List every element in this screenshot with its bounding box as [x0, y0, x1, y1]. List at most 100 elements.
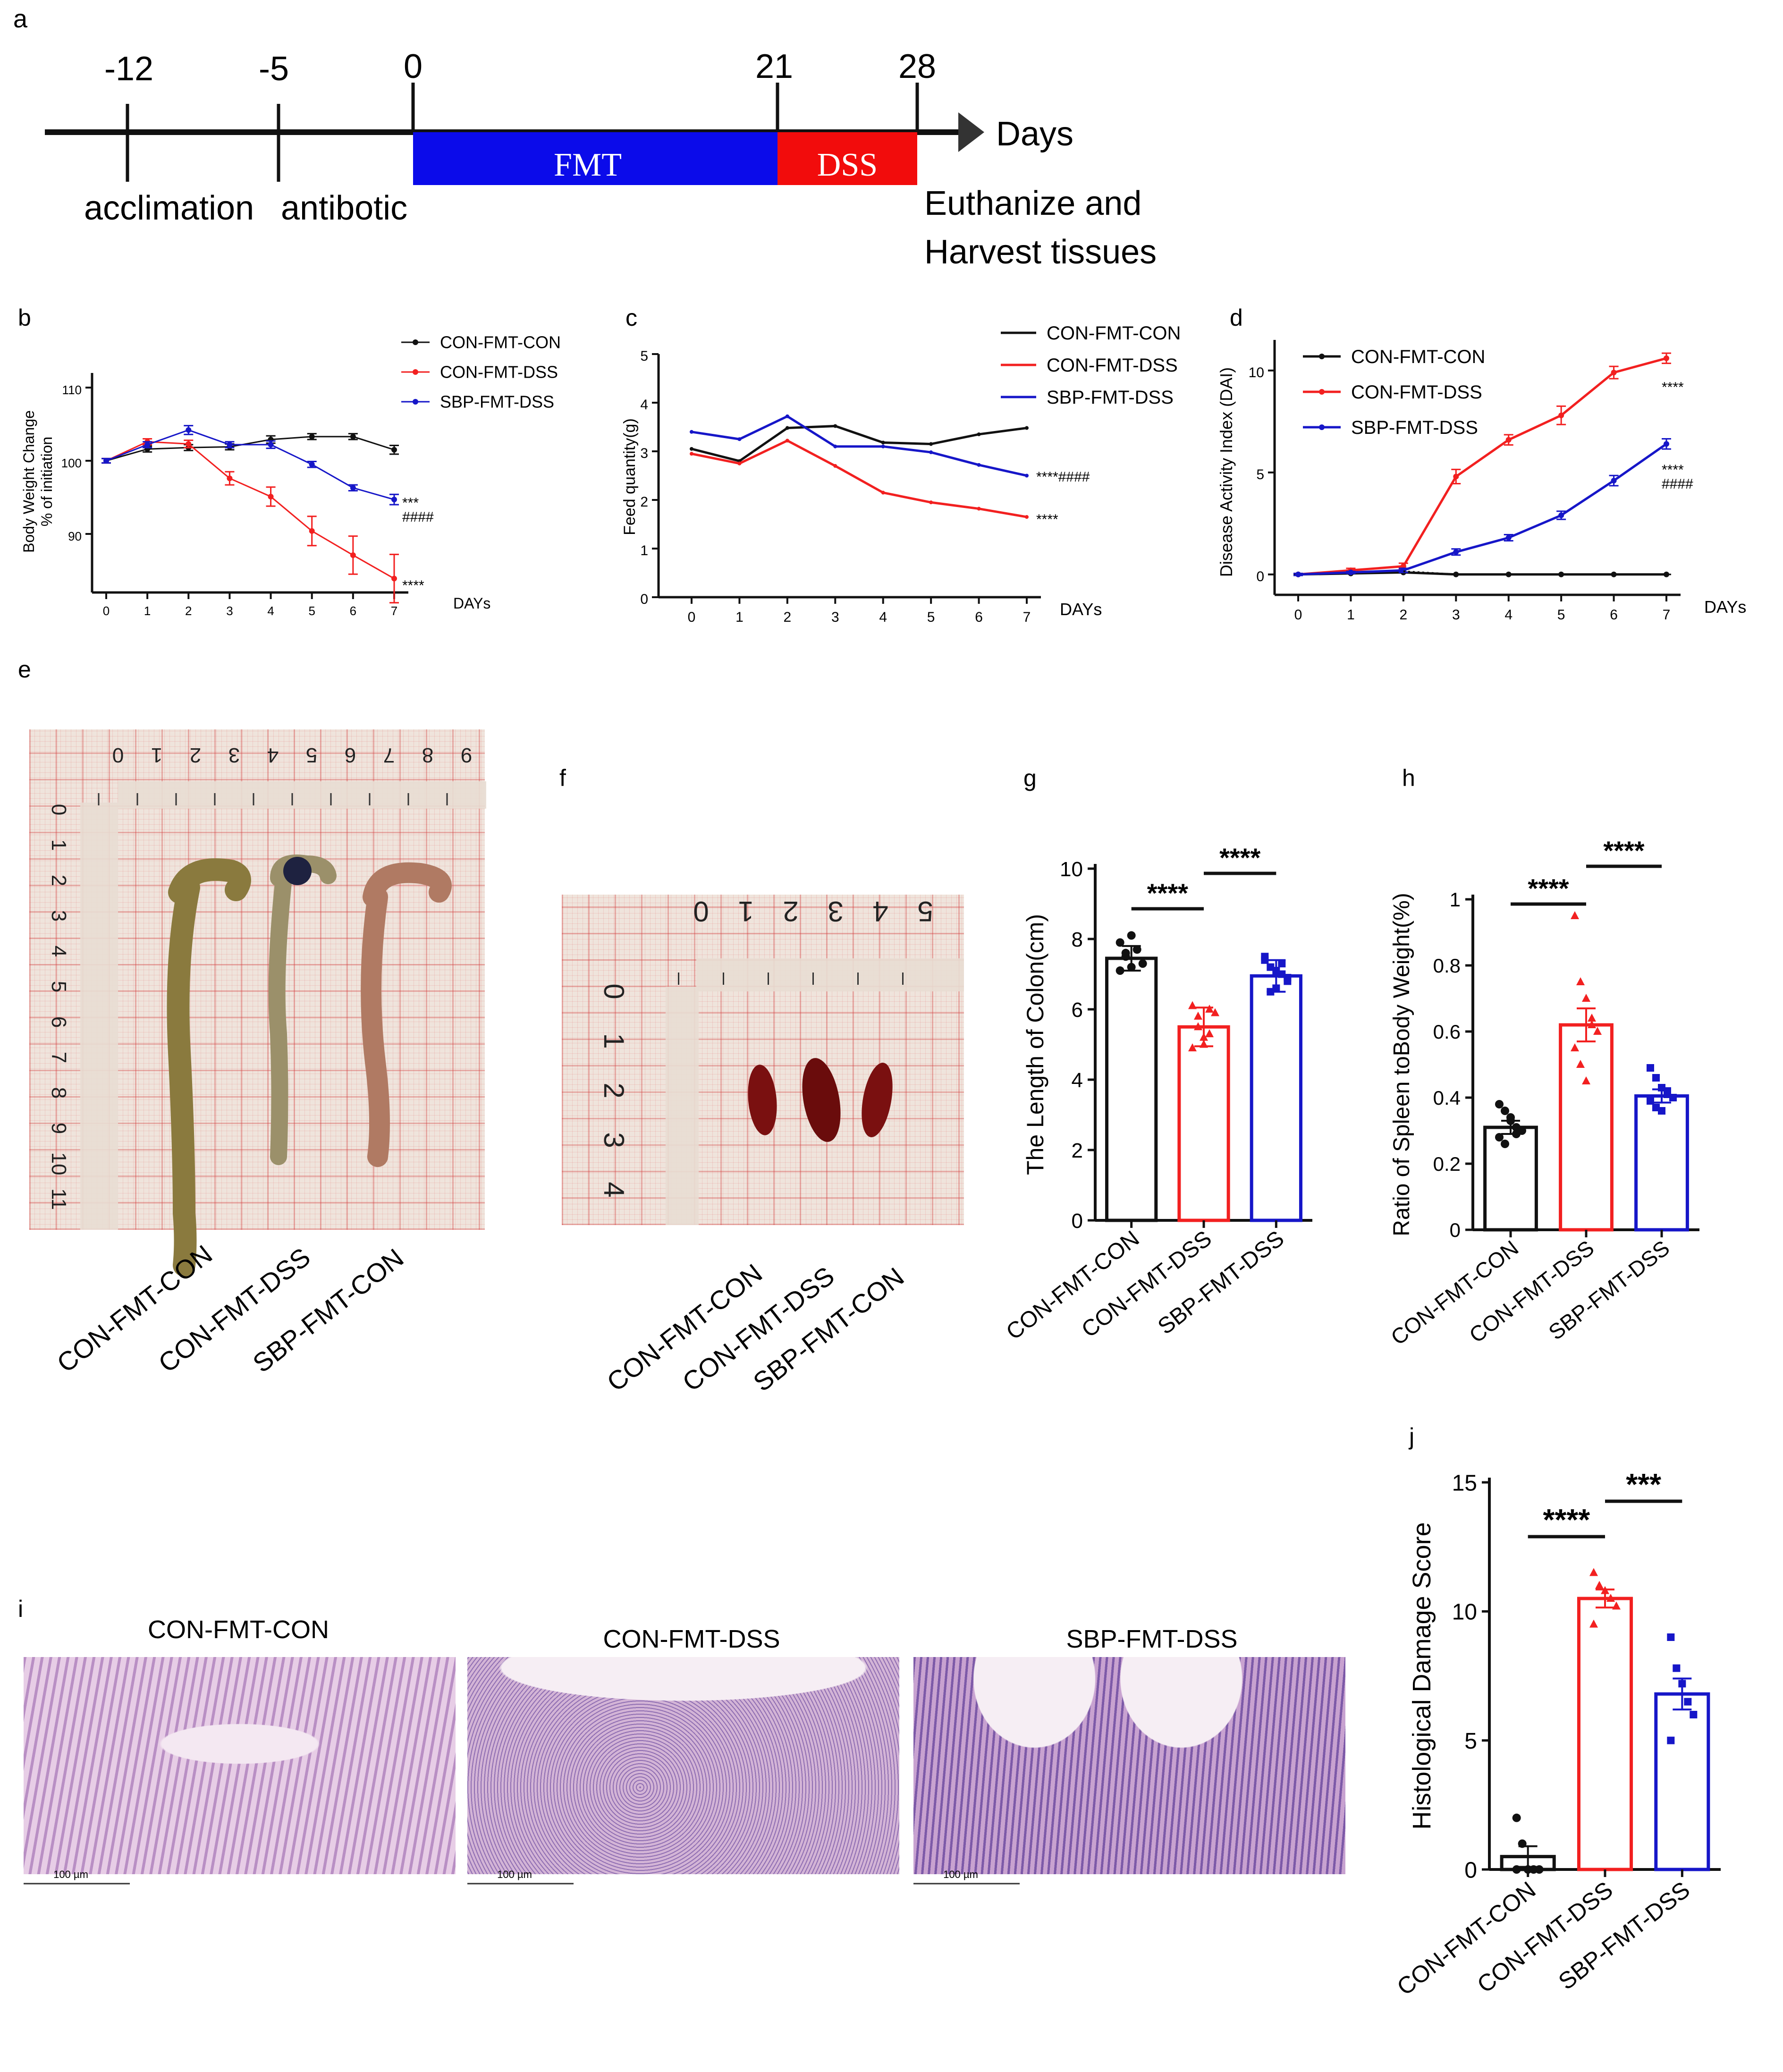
ruler-top-number: 4: [872, 896, 888, 927]
legend-label-1: CON-FMT-DSS: [1047, 355, 1178, 376]
panel-label-g: g: [1023, 765, 1037, 791]
scatter-point: [1664, 1087, 1671, 1095]
scatter-point: [1593, 1027, 1602, 1035]
y-tick-label: 0.8: [1433, 955, 1461, 977]
legend-marker-0: [413, 339, 418, 345]
ruler-left-number: 1: [47, 839, 70, 851]
scatter-point: [1127, 963, 1136, 972]
x-tick-label: 7: [1663, 607, 1671, 623]
significance-label-0: ****: [1528, 873, 1569, 903]
ruler-left-number: 11: [47, 1188, 70, 1210]
category-label-0: CON-FMT-CON: [1386, 1235, 1523, 1350]
panel-label-e: e: [18, 656, 31, 683]
data-point: [785, 414, 789, 418]
y-tick-label: 3: [640, 446, 648, 461]
scale-bar-3: 100 µm: [913, 1869, 1020, 1885]
legend-label-0: CON-FMT-CON: [1047, 323, 1181, 344]
data-point: [1558, 412, 1564, 418]
ruler-left-number: 9: [47, 1123, 70, 1134]
histo-title-3: SBP-FMT-DSS: [1066, 1625, 1237, 1653]
series-line-2: [106, 429, 395, 500]
scatter-point: [1582, 994, 1590, 1002]
data-point: [391, 575, 397, 582]
y-tick-label: 5: [1464, 1729, 1477, 1754]
histology-image-3: [913, 1657, 1345, 1874]
scatter-point: [1506, 1116, 1515, 1125]
annotation: ####: [1662, 476, 1693, 492]
dss-bar: [777, 132, 917, 185]
ruler-top-number: 3: [828, 896, 843, 927]
ruler-left-number: 4: [47, 946, 70, 957]
ruler-top-number: 5: [306, 744, 317, 767]
annotation: ****####: [1036, 469, 1090, 485]
data-point: [186, 441, 192, 447]
data-point: [881, 440, 885, 445]
data-point: [1611, 571, 1617, 577]
legend-marker-1: [413, 369, 418, 375]
legend-label-0: CON-FMT-CON: [440, 333, 561, 352]
scatter-point: [1211, 1008, 1219, 1016]
data-point: [1664, 355, 1669, 361]
data-point: [785, 439, 789, 443]
data-point: [1025, 426, 1029, 430]
category-label-2: SBP-FMT-DSS: [1153, 1226, 1289, 1339]
x-axis-label: DAYs: [453, 595, 490, 612]
data-point: [309, 528, 315, 534]
bar-0: [1483, 1125, 1538, 1232]
panel-a: a FMT DSS -12 -5 0 21 28 Days acclimatio…: [13, 5, 1157, 271]
scatter-point: [1606, 1594, 1615, 1602]
scale-bar-1: 100 µm: [24, 1869, 130, 1885]
data-point: [977, 507, 981, 511]
data-point: [391, 447, 397, 453]
y-tick-label: 1: [1450, 888, 1461, 911]
x-tick-label: 7: [391, 604, 397, 618]
data-point: [350, 485, 356, 491]
x-tick-label: 3: [226, 604, 233, 618]
bar-2: [1250, 974, 1302, 1222]
scatter-point: [1588, 1014, 1596, 1022]
legend-label-1: CON-FMT-DSS: [440, 363, 558, 382]
significance-label-0: ****: [1543, 1503, 1590, 1537]
x-tick-label: 7: [1023, 609, 1031, 625]
histo-title-1: CON-FMT-CON: [148, 1615, 329, 1644]
data-point: [1025, 515, 1029, 519]
scatter-point: [1512, 1813, 1521, 1822]
x-axis-label: DAYs: [1060, 600, 1102, 619]
ruler-top-number: 4: [267, 744, 279, 767]
data-point: [929, 442, 933, 446]
x-tick-label: 1: [144, 604, 151, 618]
x-tick-label: 4: [267, 604, 274, 618]
x-tick-label: 0: [103, 604, 110, 618]
data-point: [881, 444, 885, 448]
ruler-left-number: 3: [598, 1132, 630, 1148]
spleen-3: [862, 1063, 893, 1137]
data-point: [1348, 569, 1354, 575]
data-point: [1505, 535, 1512, 541]
x-tick-label: 0: [1294, 607, 1302, 623]
scatter-point: [1595, 1581, 1604, 1589]
x-tick-label: 6: [975, 609, 983, 625]
ruler-left-number: 2: [47, 875, 70, 886]
scatter-point: [1518, 1839, 1527, 1848]
y-axis-label-2: % of initiation: [38, 437, 55, 526]
annotation: ***: [402, 495, 419, 511]
data-point: [227, 475, 233, 482]
ruler-top-number: 0: [693, 896, 709, 927]
scatter-point: [1571, 1043, 1579, 1051]
data-point: [833, 444, 837, 448]
scatter-point: [1535, 1865, 1544, 1874]
scatter-point: [1678, 1680, 1686, 1688]
data-point: [737, 437, 742, 441]
scatter-point: [1115, 966, 1124, 975]
panel-label-j: j: [1408, 1423, 1414, 1450]
chart-dai: 0 5 10 0 1 2 3 4 5 6 7 DAYs CON-FMT-CON CON-FMT-DSS SB…: [1217, 340, 1746, 623]
annotation: ****: [402, 578, 424, 593]
scatter-point: [1205, 1029, 1214, 1038]
data-point: [144, 441, 151, 448]
data-point: [268, 441, 274, 448]
x-tick-label: 4: [879, 609, 887, 625]
category-label-1: CON-FMT-DSS: [1464, 1235, 1598, 1348]
x-tick-label: 6: [350, 604, 356, 618]
